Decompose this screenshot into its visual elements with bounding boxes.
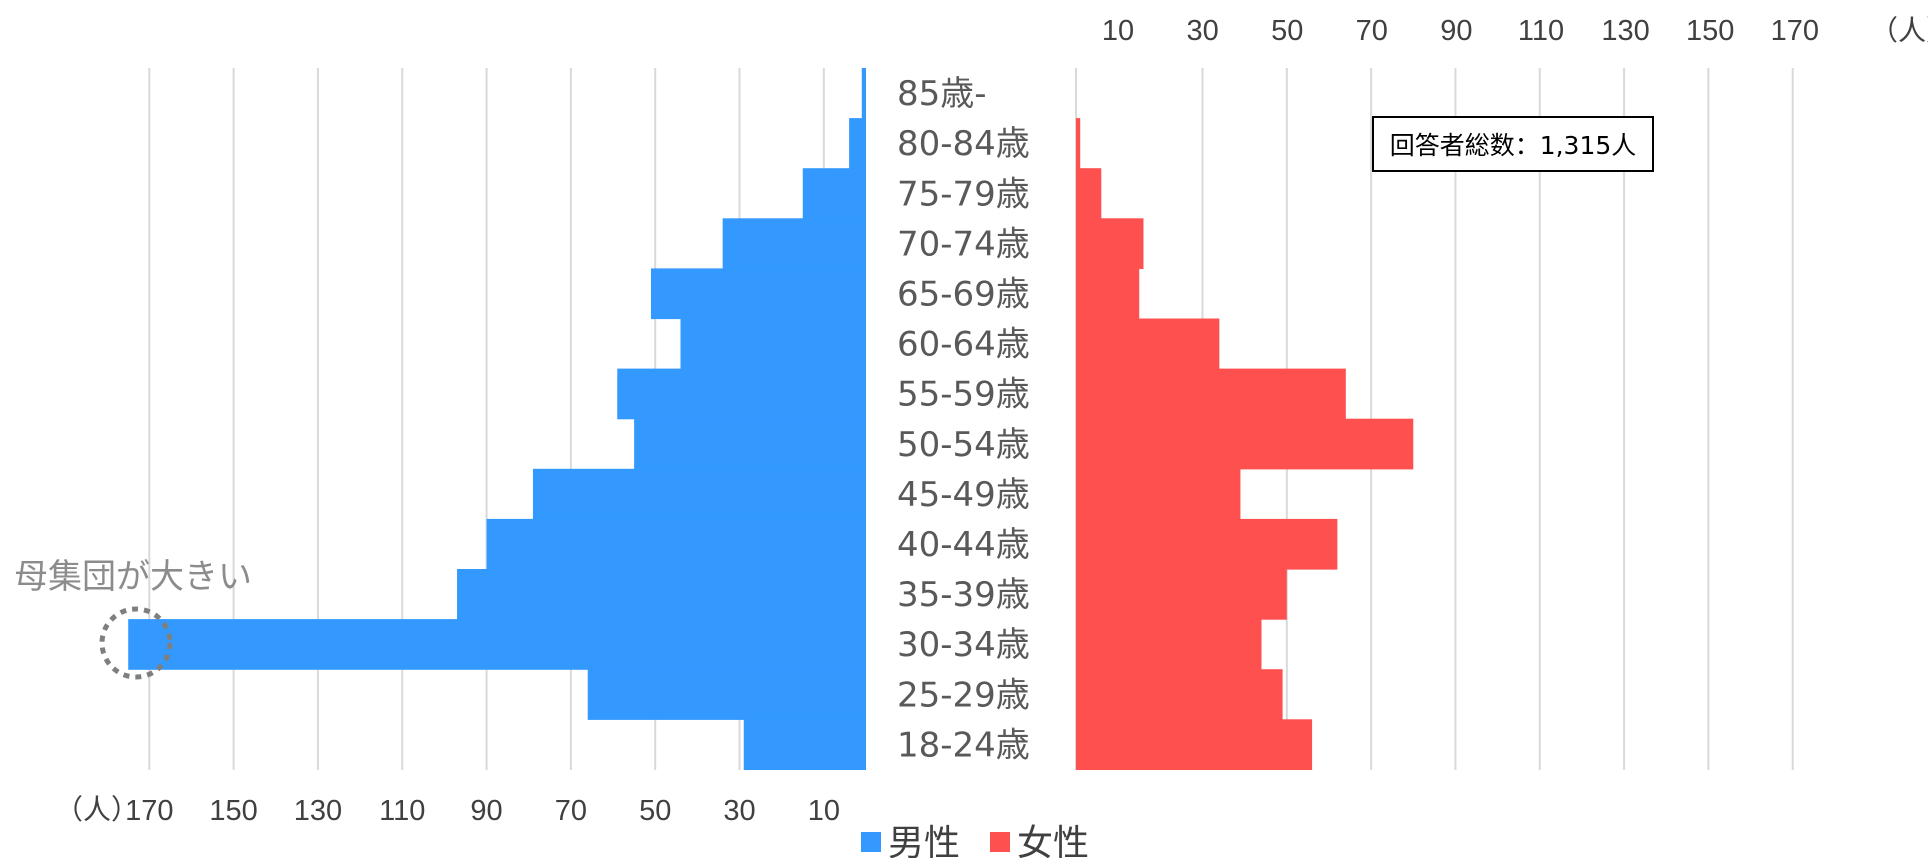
category-label: 80-84歳 (897, 124, 1030, 164)
bar-female-40-44歳 (1076, 518, 1338, 570)
male-tick-label: 130 (294, 795, 342, 827)
male-tick-label: 10 (808, 795, 840, 827)
bar-male-50-54歳 (634, 418, 866, 470)
male-tick-label: 30 (723, 795, 755, 827)
male-axis-ticks: 170 150 130 110 90 70 50 30 10 (125, 795, 840, 827)
bar-male-70-74歳 (722, 218, 866, 269)
male-tick-label: 170 (125, 795, 173, 827)
male-tick-label: 110 (379, 795, 425, 827)
category-label: 65-69歳 (897, 274, 1030, 314)
category-labels: 85歳- 80-84歳 75-79歳 70-74歳 65-69歳 60-64歳 55-59歳… (897, 74, 1030, 765)
legend-swatch-female (990, 832, 1010, 852)
bar-female-80-84歳 (1076, 118, 1081, 169)
total-respondents-box: 回答者総数：1,315人 (1372, 116, 1654, 172)
legend-label-female: 女性 (1017, 823, 1089, 858)
female-tick-label: 130 (1601, 15, 1649, 47)
category-label: 75-79歳 (897, 174, 1030, 214)
bar-female-60-64歳 (1076, 318, 1220, 370)
female-tick-label: 10 (1102, 15, 1134, 47)
bar-female-70-74歳 (1076, 218, 1144, 269)
category-label: 70-74歳 (897, 224, 1030, 264)
bar-male-18-24歳 (743, 719, 866, 770)
female-tick-label: 70 (1356, 15, 1388, 47)
legend-swatch-male (861, 832, 881, 852)
bar-male-25-29歳 (587, 669, 866, 720)
bar-female-30-34歳 (1076, 619, 1262, 670)
female-tick-label: 30 (1186, 15, 1218, 47)
bar-female-50-54歳 (1076, 418, 1414, 470)
female-bars (1076, 118, 1414, 770)
female-tick-label: 110 (1518, 15, 1564, 47)
bar-female-55-59歳 (1076, 368, 1346, 420)
category-label: 18-24歳 (897, 725, 1030, 765)
male-tick-label: 150 (209, 795, 257, 827)
bar-female-75-79歳 (1076, 168, 1102, 219)
bar-male-85歳- (861, 68, 866, 119)
legend: 男性 女性 (861, 823, 1089, 858)
male-tick-label: 70 (555, 795, 587, 827)
annotation-circle (99, 606, 173, 680)
category-label: 45-49歳 (897, 475, 1030, 515)
bar-male-55-59歳 (617, 368, 866, 420)
category-label: 30-34歳 (897, 625, 1030, 665)
bar-male-80-84歳 (849, 118, 866, 169)
bar-female-65-69歳 (1076, 268, 1140, 320)
bar-female-18-24歳 (1076, 719, 1313, 770)
bar-male-40-44歳 (486, 518, 866, 570)
female-tick-label: 90 (1440, 15, 1472, 47)
female-axis-unit: （人） (1870, 14, 1928, 47)
category-label: 85歳- (897, 74, 987, 114)
annotation-text: 母集団が大きい (14, 557, 252, 597)
category-label: 25-29歳 (897, 675, 1030, 715)
female-axis-ticks: 10 30 50 70 90 110 130 150 170 (1102, 15, 1819, 47)
bar-male-30-34歳 (128, 619, 866, 670)
bar-female-35-39歳 (1076, 569, 1287, 620)
category-label: 50-54歳 (897, 425, 1030, 465)
female-tick-label: 170 (1771, 15, 1819, 47)
male-tick-label: 50 (639, 795, 671, 827)
female-tick-label: 150 (1686, 15, 1734, 47)
bar-male-35-39歳 (457, 569, 866, 620)
legend-label-male: 男性 (888, 823, 960, 858)
bar-male-65-69歳 (650, 268, 866, 320)
bar-female-45-49歳 (1076, 468, 1241, 520)
category-label: 40-44歳 (897, 525, 1030, 565)
female-tick-label: 50 (1271, 15, 1303, 47)
male-axis-unit: （人） (55, 793, 139, 826)
category-label: 60-64歳 (897, 325, 1030, 365)
bar-male-45-49歳 (532, 468, 866, 520)
male-tick-label: 90 (470, 795, 502, 827)
category-label: 35-39歳 (897, 575, 1030, 615)
bar-male-75-79歳 (802, 168, 866, 219)
category-label: 55-59歳 (897, 375, 1030, 415)
male-bars (128, 68, 866, 770)
bar-male-60-64歳 (680, 318, 866, 370)
bar-female-25-29歳 (1076, 669, 1283, 720)
